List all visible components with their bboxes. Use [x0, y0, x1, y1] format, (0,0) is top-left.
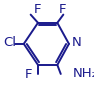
Text: NH₂: NH₂ — [73, 67, 94, 80]
Text: Cl: Cl — [3, 36, 17, 49]
Text: F: F — [25, 68, 33, 81]
Text: N: N — [72, 36, 82, 49]
Text: F: F — [59, 3, 66, 16]
Text: F: F — [34, 3, 42, 16]
